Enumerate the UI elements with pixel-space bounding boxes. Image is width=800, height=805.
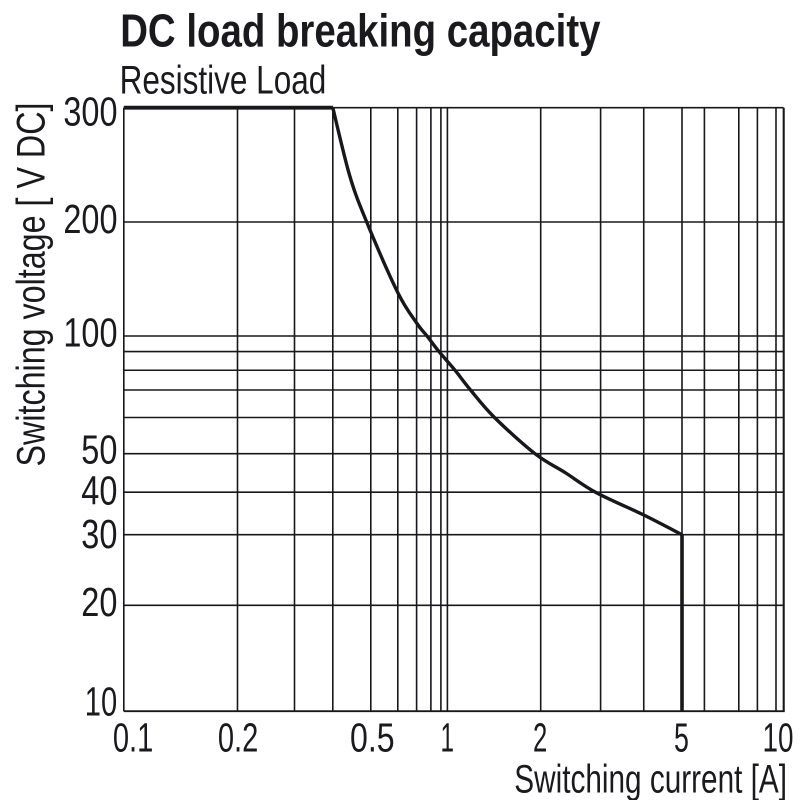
- svg-text:0.1: 0.1: [113, 715, 154, 761]
- svg-text:2: 2: [533, 715, 547, 761]
- svg-text:Resistive Load: Resistive Load: [120, 58, 327, 102]
- svg-text:10: 10: [85, 679, 117, 725]
- svg-text:30: 30: [81, 511, 117, 557]
- svg-text:1: 1: [441, 715, 455, 761]
- svg-text:0.5: 0.5: [350, 715, 395, 761]
- svg-text:20: 20: [81, 579, 117, 625]
- svg-text:300: 300: [63, 89, 117, 135]
- svg-text:100: 100: [63, 309, 117, 355]
- svg-text:Switching current [A]: Switching current [A]: [514, 758, 787, 800]
- svg-text:200: 200: [63, 196, 117, 242]
- svg-text:DC load breaking capacity: DC load breaking capacity: [120, 5, 601, 57]
- svg-text:Switching voltage [ V DC]: Switching voltage [ V DC]: [10, 103, 54, 467]
- svg-text:0.2: 0.2: [218, 715, 259, 761]
- svg-text:40: 40: [81, 468, 117, 514]
- svg-text:10: 10: [763, 715, 794, 761]
- svg-text:5: 5: [674, 715, 689, 761]
- svg-text:50: 50: [81, 427, 117, 473]
